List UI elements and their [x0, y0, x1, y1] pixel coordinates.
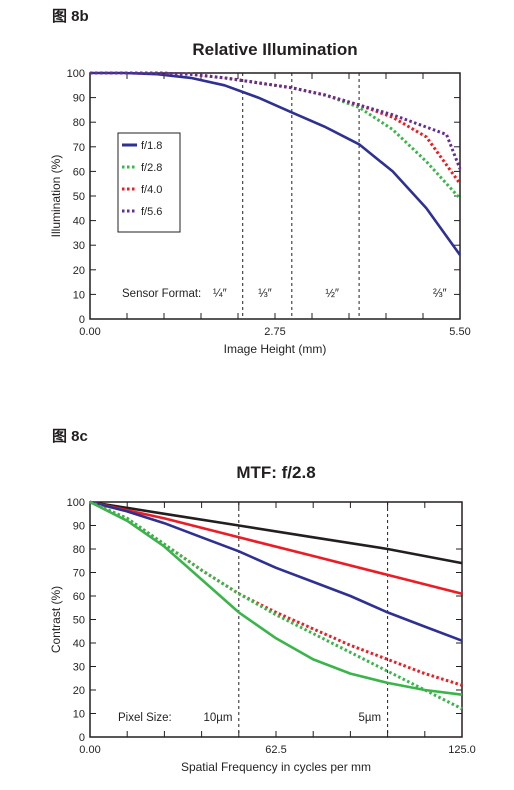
x-tick-label: 2.75	[264, 326, 285, 338]
y-tick-label: 70	[73, 568, 85, 580]
marker-label: ½″	[325, 288, 339, 300]
x-tick-label: 62.5	[265, 744, 286, 756]
y-tick-label: 90	[73, 93, 85, 105]
series-line	[89, 500, 463, 711]
y-tick-label: 50	[73, 615, 85, 627]
x-tick-label: 125.0	[448, 744, 476, 756]
mtf-panel: 图 8c MTF: f/2.8 0 10 20 30 40 50 60 70 80 90 100 0.0…	[0, 420, 514, 790]
marker-label: 5µm	[358, 712, 381, 724]
annotation-label: Sensor Format:	[122, 288, 201, 300]
y-tick-label: 100	[67, 497, 85, 509]
figure-label: 图 8b	[52, 8, 89, 25]
legend-box	[117, 132, 181, 233]
y-tick-label: 30	[73, 240, 85, 252]
x-axis-label: Image Height (mm)	[224, 342, 327, 356]
y-tick-label: 50	[73, 191, 85, 203]
y-axis-label: Contrast (%)	[49, 586, 63, 653]
x-axis-label: Spatial Frequency in cycles per mm	[181, 760, 371, 774]
x-tick-label: 5.50	[449, 326, 470, 338]
relative-illumination-chart: Relative Illumination 0 10 20 30 40 50 60 70 80 90…	[49, 40, 471, 356]
y-tick-label: 20	[73, 685, 85, 697]
y-tick-label: 60	[73, 166, 85, 178]
series-line	[89, 500, 463, 595]
figure-label: 图 8c	[52, 428, 88, 445]
series-line	[89, 500, 463, 696]
y-tick-label: 70	[73, 142, 85, 154]
y-tick-label: 80	[73, 544, 85, 556]
y-tick-label: 30	[73, 662, 85, 674]
relative-illumination-panel: 图 8b Relative Illumination 0 10 20 30 40 50 60 7…	[49, 8, 471, 356]
y-tick-label: 60	[73, 591, 85, 603]
series-line	[89, 500, 463, 687]
y-tick-label: 80	[73, 117, 85, 129]
marker-label: ⅓″	[258, 288, 272, 300]
y-axis-label: Illumination (%)	[49, 155, 63, 238]
chart-title: Relative Illumination	[192, 40, 357, 59]
series-line	[89, 500, 463, 565]
legend-entry: f/4.0	[141, 184, 162, 196]
marker-label: ⅔″	[433, 288, 447, 300]
y-tick-label: 10	[73, 709, 85, 721]
chart-title: MTF: f/2.8	[236, 463, 315, 482]
marker-label: ¼″	[213, 288, 227, 300]
series-line	[90, 71, 462, 170]
y-tick-label: 20	[73, 265, 85, 277]
y-tick-label: 40	[73, 638, 85, 650]
series-line	[89, 500, 463, 642]
y-tick-label: 0	[79, 732, 85, 744]
x-tick-label: 0.00	[79, 326, 100, 338]
legend-entry: f/5.6	[141, 206, 162, 218]
annotation-label: Pixel Size:	[118, 712, 172, 724]
y-tick-label: 90	[73, 521, 85, 533]
y-tick-label: 40	[73, 216, 85, 228]
y-tick-label: 100	[67, 68, 85, 80]
mtf-chart: MTF: f/2.8 0 10 20 30 40 50 60 70 80 90 100 0.00 62.5…	[49, 463, 476, 774]
marker-label: 10µm	[203, 712, 232, 724]
y-tick-label: 10	[73, 289, 85, 301]
x-tick-label: 0.00	[79, 744, 100, 756]
legend-entry: f/2.8	[141, 162, 162, 174]
y-tick-label: 0	[79, 314, 85, 326]
legend-entry: f/1.8	[141, 140, 162, 152]
